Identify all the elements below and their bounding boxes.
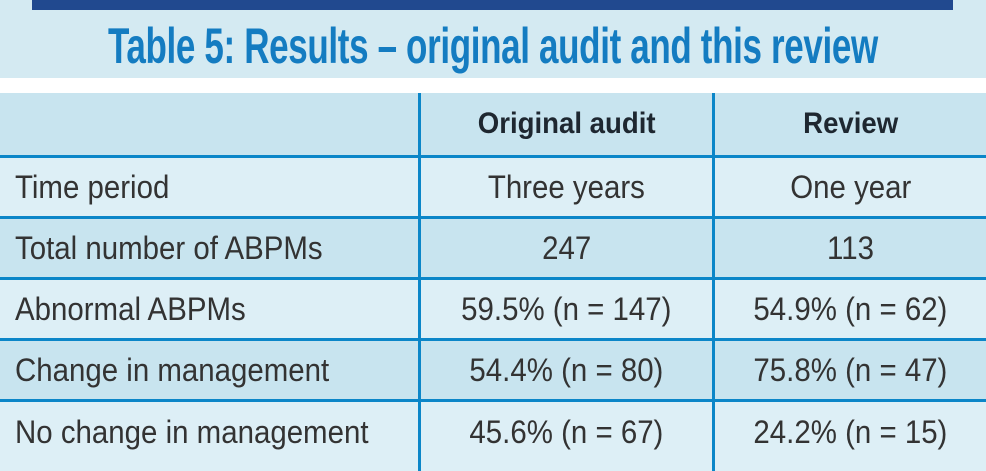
column-header-empty: [0, 93, 418, 155]
separator-gap: [0, 78, 986, 93]
header-row: Original audit Review: [0, 93, 986, 155]
table-row-abnormal-abpms: Abnormal ABPMs 59.5% (n = 147) 54.9% (n …: [0, 277, 986, 338]
row-label: Abnormal ABPMs: [15, 290, 246, 327]
results-table: Original audit Review Time period Three …: [0, 93, 986, 471]
cell-original-audit: 54.4% (n = 80): [418, 341, 712, 399]
top-accent-bar: [32, 0, 953, 10]
title-band: Table 5: Results – original audit and th…: [0, 0, 986, 78]
cell-review: 24.2% (n = 15): [712, 402, 986, 471]
row-label: No change in management: [15, 414, 369, 450]
table-row-time-period: Time period Three years One year: [0, 155, 986, 216]
table-title: Table 5: Results – original audit and th…: [108, 18, 878, 74]
cell-review: 75.8% (n = 47): [712, 341, 986, 399]
column-header-review: Review: [712, 93, 986, 155]
cell-review: 113: [712, 219, 986, 277]
row-label: Change in management: [15, 351, 330, 388]
table-row-no-change-in-management: No change in management 45.6% (n = 67) 2…: [0, 399, 986, 471]
cell-original-audit: Three years: [418, 158, 712, 216]
cell-original-audit: 45.6% (n = 67): [418, 402, 712, 471]
cell-original-audit: 59.5% (n = 147): [418, 280, 712, 338]
column-header-label: Review: [802, 107, 899, 140]
column-header-label: Original audit: [477, 107, 656, 140]
row-label: Total number of ABPMs: [15, 229, 323, 266]
cell-original-audit: 247: [418, 219, 712, 277]
table-row-change-in-management: Change in management 54.4% (n = 80) 75.8…: [0, 338, 986, 399]
cell-review: One year: [712, 158, 986, 216]
cell-review: 54.9% (n = 62): [712, 280, 986, 338]
row-label: Time period: [15, 168, 170, 205]
table-row-total-abpms: Total number of ABPMs 247 113: [0, 216, 986, 277]
column-header-original-audit: Original audit: [418, 93, 712, 155]
